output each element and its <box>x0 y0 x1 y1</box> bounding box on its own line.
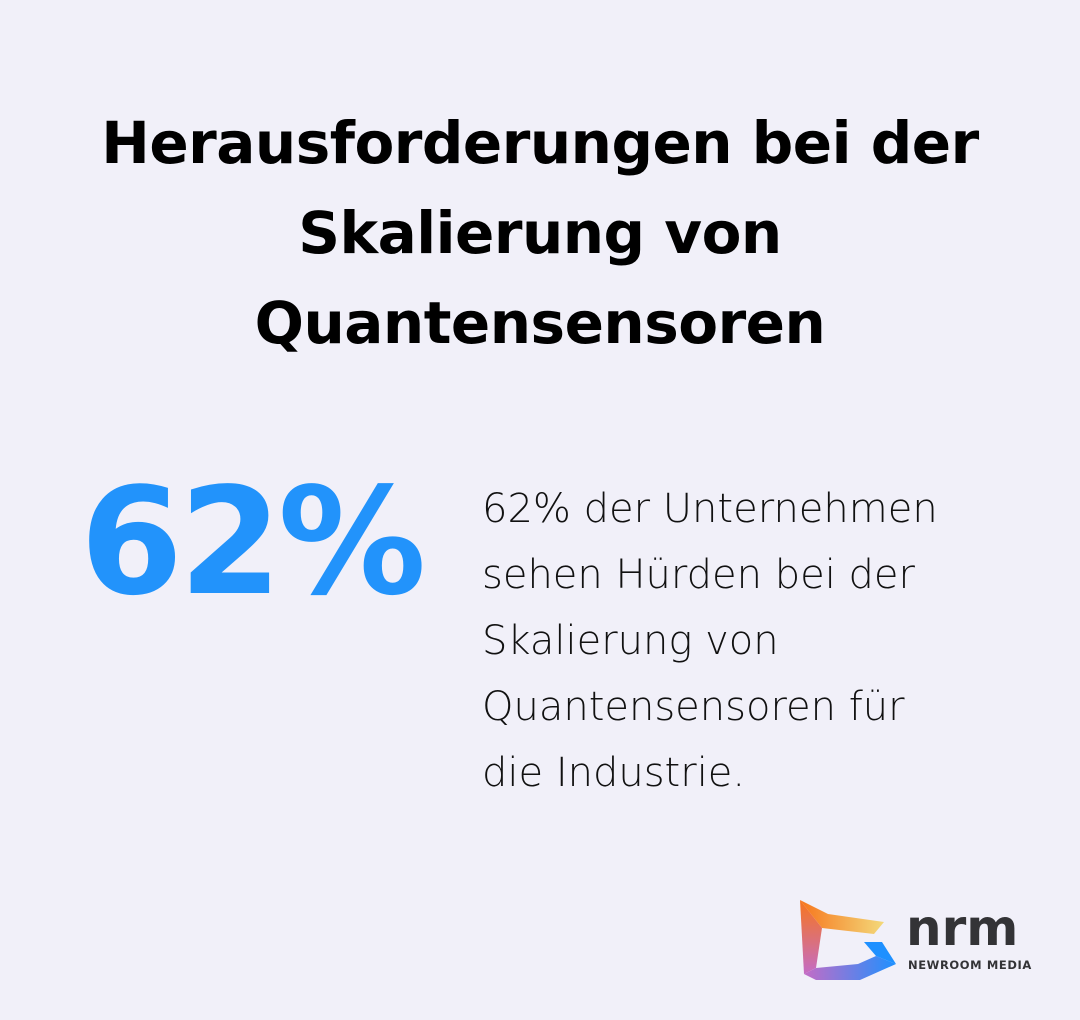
page-title: Herausforderungen bei der Skalierung von… <box>0 98 1080 368</box>
brand-mark-icon <box>800 900 896 980</box>
description-line-2: sehen Hürden bei der <box>482 552 915 598</box>
brand-logo: nrm NEWROOM MEDIA <box>798 898 1048 980</box>
stat-value: 62% <box>80 456 426 628</box>
title-line-3: Quantensensoren <box>254 289 826 357</box>
brand-name: nrm <box>906 899 1019 957</box>
brand-subtitle: NEWROOM MEDIA <box>908 958 1032 972</box>
title-line-2: Skalierung von <box>298 199 782 267</box>
description-line-5: die Industrie. <box>482 750 746 796</box>
description-line-3: Skalierung von <box>482 618 779 664</box>
stat-description: 62% der Unternehmen sehen Hürden bei der… <box>482 476 1042 806</box>
description-line-1: 62% der Unternehmen <box>482 486 938 532</box>
description-line-4: Quantensensoren für <box>482 684 905 730</box>
title-line-1: Herausforderungen bei der <box>101 109 979 177</box>
